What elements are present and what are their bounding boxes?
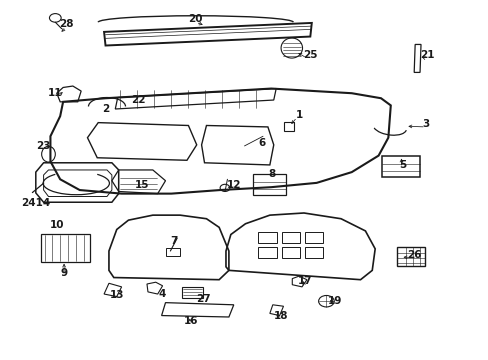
- Text: 11: 11: [48, 88, 62, 98]
- Bar: [281, 231, 300, 243]
- Text: 5: 5: [399, 160, 406, 170]
- Text: 18: 18: [273, 311, 288, 320]
- Bar: [253, 174, 286, 195]
- Text: 7: 7: [170, 236, 177, 246]
- Text: 2414: 2414: [21, 198, 50, 208]
- Bar: [258, 231, 276, 243]
- Text: 17: 17: [298, 276, 312, 286]
- Text: 12: 12: [226, 180, 241, 190]
- Bar: [258, 247, 276, 258]
- Text: 25: 25: [303, 50, 317, 60]
- Text: 27: 27: [195, 294, 210, 304]
- Text: 8: 8: [267, 168, 275, 179]
- Text: 19: 19: [327, 296, 341, 306]
- Text: 22: 22: [131, 95, 145, 105]
- Text: 28: 28: [59, 19, 74, 29]
- Bar: [166, 248, 180, 256]
- Text: 15: 15: [135, 180, 149, 190]
- Bar: [396, 247, 424, 266]
- Bar: [284, 122, 294, 131]
- Bar: [381, 156, 419, 177]
- Text: 2: 2: [102, 104, 109, 114]
- Text: 4: 4: [159, 289, 166, 299]
- Text: 21: 21: [419, 50, 434, 60]
- Text: 13: 13: [109, 291, 124, 301]
- Text: 26: 26: [406, 249, 421, 260]
- Bar: [41, 234, 90, 262]
- Bar: [182, 287, 202, 298]
- Bar: [281, 247, 300, 258]
- Text: 16: 16: [183, 316, 198, 325]
- Text: 23: 23: [36, 141, 51, 151]
- Text: 20: 20: [188, 14, 203, 24]
- Text: 10: 10: [49, 220, 64, 230]
- Text: 3: 3: [422, 119, 428, 129]
- Bar: [305, 231, 323, 243]
- Bar: [305, 247, 323, 258]
- Text: 9: 9: [61, 267, 67, 278]
- Text: 1: 1: [295, 110, 302, 120]
- Text: 6: 6: [257, 139, 264, 148]
